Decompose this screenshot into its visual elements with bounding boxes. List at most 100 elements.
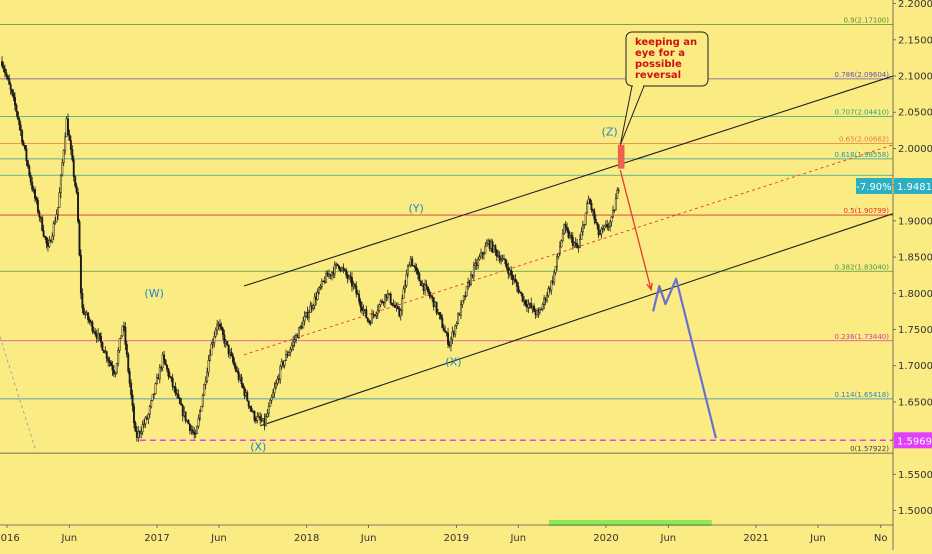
candle-body [59, 174, 62, 193]
candle-body [148, 406, 151, 415]
candle-body [226, 341, 229, 346]
candle-body [68, 134, 71, 141]
candle-body [180, 403, 183, 406]
candle-body [372, 313, 375, 316]
candle-body [547, 288, 550, 297]
candle-body [478, 256, 481, 260]
candle-body [597, 224, 600, 236]
candle-body [561, 233, 564, 241]
candle-body [500, 259, 503, 262]
candle-body [464, 295, 467, 297]
candle-body [19, 124, 22, 132]
candle-body [18, 118, 21, 126]
candle-body [584, 212, 587, 225]
candle-body [389, 293, 392, 304]
y-tick-label: 1.65000 [898, 397, 932, 408]
candle-body [612, 210, 614, 218]
candle-body [100, 335, 102, 343]
candle-body [243, 387, 246, 396]
channel-upper-line[interactable] [243, 75, 894, 287]
candle-body [61, 162, 64, 176]
candle-body [213, 335, 216, 343]
candle-body [368, 320, 371, 323]
candle-body [77, 192, 80, 222]
candle-body [161, 354, 164, 368]
candle-body [396, 306, 399, 309]
candle-body [256, 416, 259, 421]
candle-body [567, 229, 570, 238]
candle-body [285, 354, 287, 361]
candle-body [29, 175, 32, 183]
candle-body [495, 249, 498, 257]
candle-body [589, 198, 591, 204]
candle-body [155, 377, 158, 384]
candle-body [115, 363, 118, 374]
candle-body [514, 278, 517, 283]
y-tick-label: 1.50000 [898, 506, 932, 517]
candle-body [358, 294, 361, 302]
candle-body [55, 214, 58, 223]
candle-body [8, 78, 11, 85]
wave-label: (X) [445, 356, 461, 369]
fib-level-label: 0.9(2.17100) [843, 17, 889, 25]
candle-body [442, 327, 445, 332]
candle-body [144, 417, 147, 425]
candle-body [521, 293, 524, 302]
x-tick-label: 2019 [444, 533, 469, 544]
candle-body [196, 426, 199, 434]
candle-body [356, 293, 359, 295]
x-tick-label: 2016 [0, 533, 20, 544]
candle-body [533, 305, 536, 312]
callout-box[interactable] [625, 31, 709, 87]
fib-level-label: 0.382(1.83040) [835, 263, 890, 271]
candle-body [594, 218, 597, 223]
candle-body [74, 176, 77, 187]
forecast-red-arrow[interactable] [619, 170, 652, 290]
candle-body [21, 130, 24, 143]
candle-body [378, 304, 381, 311]
callout-text-line: reversal [635, 70, 681, 81]
candle-body [366, 317, 369, 322]
candle-body [242, 383, 244, 389]
candle-body [586, 203, 589, 214]
forecast-blue-path[interactable] [652, 277, 717, 439]
candle-body [480, 252, 482, 258]
candle-body [125, 344, 128, 355]
candle-body [484, 246, 487, 254]
candle-body [107, 358, 110, 362]
candle-body [318, 287, 320, 293]
candle-body [197, 418, 200, 427]
candle-body [451, 331, 454, 340]
candle-body [219, 323, 221, 327]
candle-body [590, 202, 593, 211]
candle-body [220, 326, 223, 330]
candle-body [112, 370, 115, 375]
candle-body [130, 382, 133, 396]
channel-lower-line[interactable] [260, 213, 894, 427]
candle-body [137, 431, 140, 438]
candle-body [203, 384, 206, 396]
wave-label: (X) [250, 440, 266, 453]
candle-body [87, 312, 90, 320]
candle-body [583, 224, 586, 226]
candle-body [158, 367, 161, 380]
candle-body [607, 226, 610, 228]
candle-body [82, 307, 85, 315]
y-tick-label: 1.75000 [898, 325, 932, 336]
candle-body [345, 269, 348, 276]
candle-body [290, 345, 293, 350]
candle-body [166, 364, 168, 370]
candle-body [45, 236, 48, 244]
candle-body [593, 210, 596, 220]
candle-body [461, 300, 464, 305]
fib-level-label: 0.114(1.65418) [835, 391, 890, 399]
candle-body [240, 376, 243, 385]
candle-body [307, 312, 310, 318]
candle-body [154, 383, 157, 394]
candle-body [485, 243, 488, 247]
candle-body [210, 343, 213, 356]
candle-body [234, 365, 237, 372]
candle-body [211, 342, 214, 345]
